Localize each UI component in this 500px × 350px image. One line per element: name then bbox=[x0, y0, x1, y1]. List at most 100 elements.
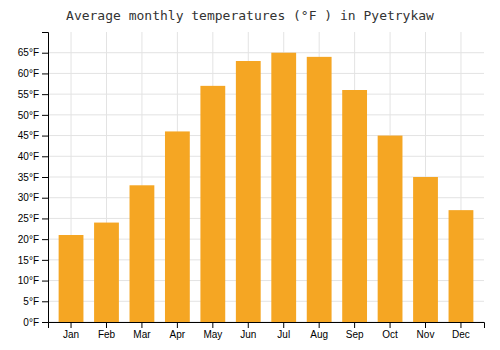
x-tick-label: Aug bbox=[310, 329, 328, 340]
x-tick-mark bbox=[425, 322, 426, 328]
y-tick: 15°F bbox=[18, 255, 48, 266]
chart: 0°F 5°F 10°F 15°F 20°F 25°F 30°F 35°F 40°F 45°F 50… bbox=[0, 0, 500, 350]
x-tick: Oct bbox=[382, 322, 398, 340]
y-tick-mark bbox=[42, 177, 48, 178]
y-tick: 5°F bbox=[23, 296, 48, 307]
x-tick: Apr bbox=[170, 322, 186, 340]
y-tick-mark bbox=[42, 260, 48, 261]
y-axis-line bbox=[42, 33, 49, 323]
x-tick-mark bbox=[283, 322, 284, 328]
y-tick: 55°F bbox=[18, 89, 48, 100]
y-tick-mark bbox=[42, 156, 48, 157]
x-tick: Aug bbox=[310, 322, 328, 340]
x-tick-mark bbox=[390, 322, 391, 328]
x-tick-label: Jun bbox=[240, 329, 256, 340]
y-tick: 20°F bbox=[18, 234, 48, 245]
grid bbox=[48, 32, 484, 322]
x-tick-label: Dec bbox=[452, 329, 470, 340]
x-tick: Jan bbox=[63, 322, 79, 340]
y-tick: 25°F bbox=[18, 213, 48, 224]
x-tick: Sep bbox=[346, 322, 364, 340]
title: Average monthly temperatures (°F ) in Py… bbox=[66, 8, 434, 23]
y-tick: 0°F bbox=[23, 317, 48, 328]
x-tick-label: Sep bbox=[346, 329, 364, 340]
y-tick: 10°F bbox=[18, 275, 48, 286]
y-tick: 65°F bbox=[18, 47, 48, 58]
x-tick: Feb bbox=[98, 322, 116, 340]
bar bbox=[378, 136, 403, 322]
bar bbox=[307, 57, 332, 322]
x-tick-mark bbox=[354, 322, 355, 328]
y-tick-label: 0°F bbox=[23, 317, 39, 328]
x-tick-label: Jan bbox=[63, 329, 79, 340]
y-tick-label: 60°F bbox=[18, 68, 39, 79]
x-tick-mark bbox=[141, 322, 142, 328]
x-tick-label: Feb bbox=[98, 329, 116, 340]
x-tick-label: Mar bbox=[133, 329, 151, 340]
y-tick-label: 35°F bbox=[18, 172, 39, 183]
bar bbox=[449, 210, 474, 322]
grid-line bbox=[48, 135, 484, 136]
y-tick-mark bbox=[42, 322, 48, 323]
x-tick-mark bbox=[177, 322, 178, 328]
y-tick-label: 30°F bbox=[18, 192, 39, 203]
x-tick: Dec bbox=[452, 322, 470, 340]
y-tick-mark bbox=[42, 218, 48, 219]
x-tick-label: Jul bbox=[277, 329, 290, 340]
bar bbox=[342, 90, 367, 322]
grid-line bbox=[48, 52, 484, 53]
x-tick-mark bbox=[106, 322, 107, 328]
y-tick-mark bbox=[42, 136, 48, 137]
bar bbox=[271, 53, 296, 322]
grid-line bbox=[48, 114, 484, 115]
x-tick-mark bbox=[212, 322, 213, 328]
bar bbox=[59, 235, 84, 322]
y-tick: 30°F bbox=[18, 192, 48, 203]
y-tick-mark bbox=[42, 94, 48, 95]
y-tick-label: 5°F bbox=[23, 296, 39, 307]
bar bbox=[94, 223, 119, 322]
y-tick-mark bbox=[42, 115, 48, 116]
x-axis-line bbox=[49, 323, 485, 329]
x-tick: Nov bbox=[417, 322, 435, 340]
y-tick-label: 25°F bbox=[18, 213, 39, 224]
x-tick-label: Nov bbox=[417, 329, 435, 340]
y-tick-mark bbox=[42, 53, 48, 54]
y-tick-mark bbox=[42, 73, 48, 74]
y-tick-mark bbox=[42, 198, 48, 199]
bar bbox=[413, 177, 438, 322]
bar bbox=[236, 61, 261, 322]
grid-line bbox=[48, 94, 484, 95]
y-tick-label: 40°F bbox=[18, 151, 39, 162]
bars bbox=[59, 53, 474, 322]
y-tick: 50°F bbox=[18, 110, 48, 121]
y-tick: 60°F bbox=[18, 68, 48, 79]
grid-line bbox=[48, 73, 484, 74]
y-axis: 0°F 5°F 10°F 15°F 20°F 25°F 30°F 35°F 40°F 45°F 50… bbox=[18, 33, 49, 328]
y-tick-label: 50°F bbox=[18, 110, 39, 121]
x-axis: Jan Feb Mar Apr May Jun Jul Aug Sep Oct Nov Dec bbox=[49, 322, 485, 340]
y-tick-label: 45°F bbox=[18, 130, 39, 141]
bar bbox=[165, 131, 190, 322]
x-tick: May bbox=[203, 322, 222, 340]
grid-line bbox=[48, 156, 484, 157]
x-tick: Mar bbox=[133, 322, 151, 340]
y-tick-label: 20°F bbox=[18, 234, 39, 245]
bar bbox=[130, 185, 155, 322]
y-tick-label: 15°F bbox=[18, 255, 39, 266]
x-tick: Jul bbox=[277, 322, 290, 340]
y-tick: 45°F bbox=[18, 130, 48, 141]
x-tick-mark bbox=[248, 322, 249, 328]
x-tick: Jun bbox=[240, 322, 256, 340]
y-tick: 35°F bbox=[18, 172, 48, 183]
plot: 0°F 5°F 10°F 15°F 20°F 25°F 30°F 35°F 40°F 45°F 50… bbox=[18, 32, 485, 340]
y-tick-label: 65°F bbox=[18, 47, 39, 58]
y-tick-label: 10°F bbox=[18, 275, 39, 286]
y-tick-mark bbox=[42, 239, 48, 240]
x-tick-label: Oct bbox=[382, 329, 398, 340]
y-tick-mark bbox=[42, 301, 48, 302]
x-tick-mark bbox=[460, 322, 461, 328]
x-tick-mark bbox=[71, 322, 72, 328]
x-tick-label: May bbox=[203, 329, 222, 340]
y-tick-label: 55°F bbox=[18, 89, 39, 100]
